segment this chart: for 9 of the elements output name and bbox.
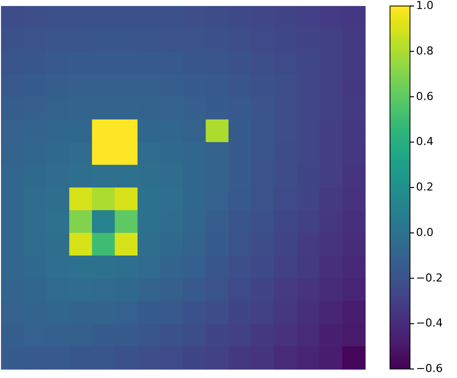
color-bar-label: 0.2 <box>416 180 434 194</box>
color-bar-label: 0.6 <box>416 90 434 103</box>
color-bar-label: 0.4 <box>416 135 434 148</box>
color-bar-label: 0.0 <box>416 226 434 239</box>
color-bar-label: −0.4 <box>416 316 443 330</box>
color-bar-label: 1.0 <box>416 0 434 12</box>
color-bar-label: −0.2 <box>416 271 443 284</box>
color-bar-label: 0.8 <box>416 44 434 58</box>
color-bar-label: −0.6 <box>416 362 443 376</box>
